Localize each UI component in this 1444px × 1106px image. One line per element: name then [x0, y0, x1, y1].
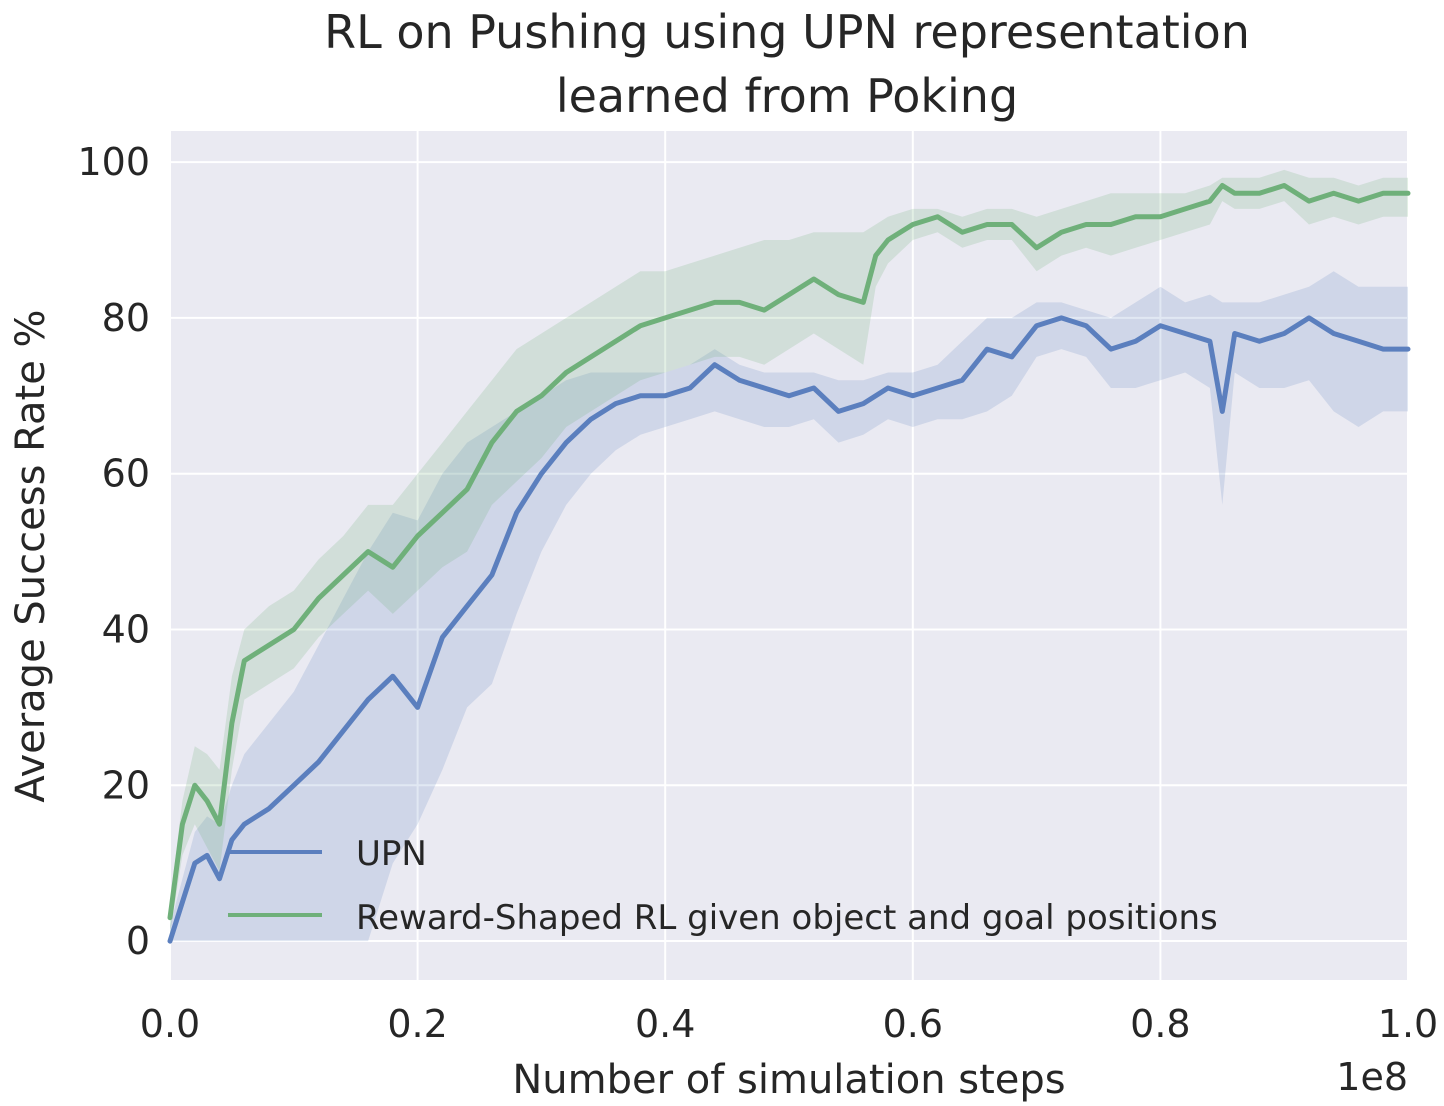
- y-tick-label: 80: [102, 296, 150, 340]
- legend-label-reward-shaped: Reward-Shaped RL given object and goal p…: [356, 898, 1218, 938]
- x-offset-label: 1e8: [1336, 1055, 1408, 1099]
- x-axis-label: Number of simulation steps: [512, 1057, 1065, 1103]
- x-tick-label: 1.0: [1378, 1002, 1438, 1046]
- x-tick-label: 0.4: [635, 1002, 695, 1046]
- y-tick-label: 0: [126, 919, 150, 963]
- y-tick-label: 60: [102, 452, 150, 496]
- band-reward-shaped: [170, 169, 1408, 934]
- x-tick-label: 0.8: [1130, 1002, 1190, 1046]
- y-axis-label: Average Success Rate %: [8, 309, 54, 802]
- legend: UPN Reward-Shaped RL given object and go…: [228, 834, 1218, 938]
- x-tick-labels: 0.0 0.2 0.4 0.6 0.8 1.0: [140, 1002, 1438, 1046]
- y-tick-labels: 0 20 40 60 80 100: [77, 140, 150, 963]
- series-line-reward-shaped: [167, 183, 1411, 921]
- y-tick-label: 20: [102, 763, 150, 807]
- x-tick-label: 0.6: [883, 1002, 943, 1046]
- chart-title-line-2: learned from Poking: [556, 69, 1018, 123]
- x-tick-label: 0.0: [140, 1002, 200, 1046]
- grid: [169, 131, 1409, 980]
- legend-label-upn: UPN: [356, 834, 427, 874]
- series-lines: [167, 183, 1411, 944]
- y-tick-label: 100: [77, 140, 150, 184]
- confidence-bands: [170, 169, 1408, 942]
- series-line-upn: [167, 315, 1411, 944]
- y-tick-label: 40: [102, 607, 150, 651]
- chart-title-line-1: RL on Pushing using UPN representation: [324, 5, 1250, 59]
- band-upn: [170, 271, 1408, 942]
- x-tick-label: 0.2: [387, 1002, 447, 1046]
